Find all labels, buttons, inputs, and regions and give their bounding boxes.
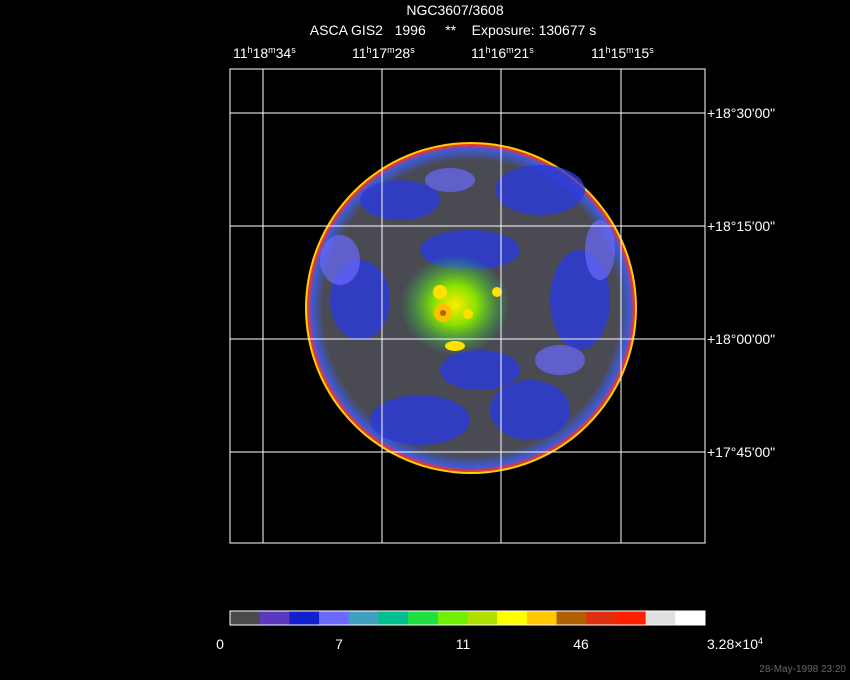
dec-label: +18°15'00" <box>707 218 775 234</box>
colorbar-frame <box>229 610 706 626</box>
colorbar-swatch <box>230 611 261 625</box>
colorbar-swatch <box>319 611 350 625</box>
colorbar-label-part: 46 <box>573 636 589 652</box>
source <box>433 285 447 299</box>
ra-label-part: 34 <box>276 45 292 61</box>
coordinate-grid: 11h18m34s 11h17m28s 11h16m21s 11h15m15s+18°… <box>230 45 775 543</box>
ra-label-part: s <box>291 45 296 55</box>
colorbar-label-part: 11 <box>456 636 471 652</box>
ra-label: 11h18m34s <box>233 45 296 61</box>
source-halo <box>400 255 510 355</box>
colorbar-label: 3.28×104 <box>707 636 763 652</box>
colorbar-swatch <box>378 611 409 625</box>
ra-label-part: 15 <box>634 45 650 61</box>
subtitle: ASCA GIS2 1996 ** Exposure: 130677 s <box>310 22 596 38</box>
colorbar-swatch <box>645 611 676 625</box>
ra-label-part: 11 <box>233 45 248 61</box>
colorbar-label: 46 <box>573 636 589 652</box>
colorbar-swatch <box>556 611 587 625</box>
ra-label-part: 11 <box>591 45 606 61</box>
ra-label-part: 11 <box>352 45 367 61</box>
ra-label-part: 15 <box>611 45 627 61</box>
ra-label: 11h17m28s <box>352 45 415 61</box>
colorbar-swatch <box>289 611 320 625</box>
colorbar-label-part: 7 <box>335 636 343 652</box>
ra-label-part: 18 <box>253 45 269 61</box>
colorbar-label: 0 <box>216 636 224 652</box>
colorbar-swatch <box>348 611 379 625</box>
colorbar-swatch <box>615 611 647 625</box>
ra-label-part: h <box>606 45 611 55</box>
ra-label: 11h16m21s <box>471 45 534 61</box>
colorbar-swatch <box>586 611 617 625</box>
timestamp: 28-May-1998 23:20 <box>759 664 846 675</box>
colorbar-swatch <box>675 611 706 625</box>
colorbar-swatch <box>408 611 439 625</box>
ra-label-part: 17 <box>372 45 388 61</box>
source-peak <box>440 310 446 316</box>
colorbar-swatch <box>259 611 290 625</box>
ra-label-part: 28 <box>395 45 411 61</box>
colorbar-swatch <box>437 611 468 625</box>
colorbar-label-part: 3.28×10 <box>707 636 758 652</box>
colorbar-swatch <box>497 611 528 625</box>
source <box>445 341 465 351</box>
ra-label-part: 16 <box>491 45 507 61</box>
colorbar-label: 7 <box>335 636 343 652</box>
colorbar-label-part: 4 <box>758 636 763 646</box>
colorbar-label-part: 0 <box>216 636 224 652</box>
frame <box>229 68 706 544</box>
ra-label-part: h <box>367 45 372 55</box>
ra-label-part: h <box>486 45 491 55</box>
noise-light <box>320 168 615 375</box>
ra-label-part: m <box>387 45 395 55</box>
colorbar-swatch <box>467 611 498 625</box>
noise <box>330 165 610 445</box>
title: NGC3607/3608 <box>406 2 504 18</box>
dec-label: +18°00'00" <box>707 331 775 347</box>
colorbar-swatch <box>526 611 558 625</box>
ra-label-part: s <box>529 45 534 55</box>
ra-label-part: 11 <box>471 45 486 61</box>
ra-label-part: 21 <box>514 45 530 61</box>
ra-label-part: s <box>649 45 654 55</box>
source <box>463 309 473 319</box>
image <box>305 142 637 474</box>
source <box>492 287 502 297</box>
ra-label-part: m <box>626 45 634 55</box>
ra-label: 11h15m15s <box>591 45 654 61</box>
ra-label-part: h <box>248 45 253 55</box>
dec-label: +17°45'00" <box>707 444 775 460</box>
ra-label-part: s <box>410 45 415 55</box>
ra-label-part: m <box>506 45 514 55</box>
dec-label: +18°30'00" <box>707 105 775 121</box>
ra-label-part: m <box>268 45 276 55</box>
colorbar: 0 7 11 46 3.28×104 <box>216 610 763 652</box>
colorbar-label: 11 <box>456 636 471 652</box>
